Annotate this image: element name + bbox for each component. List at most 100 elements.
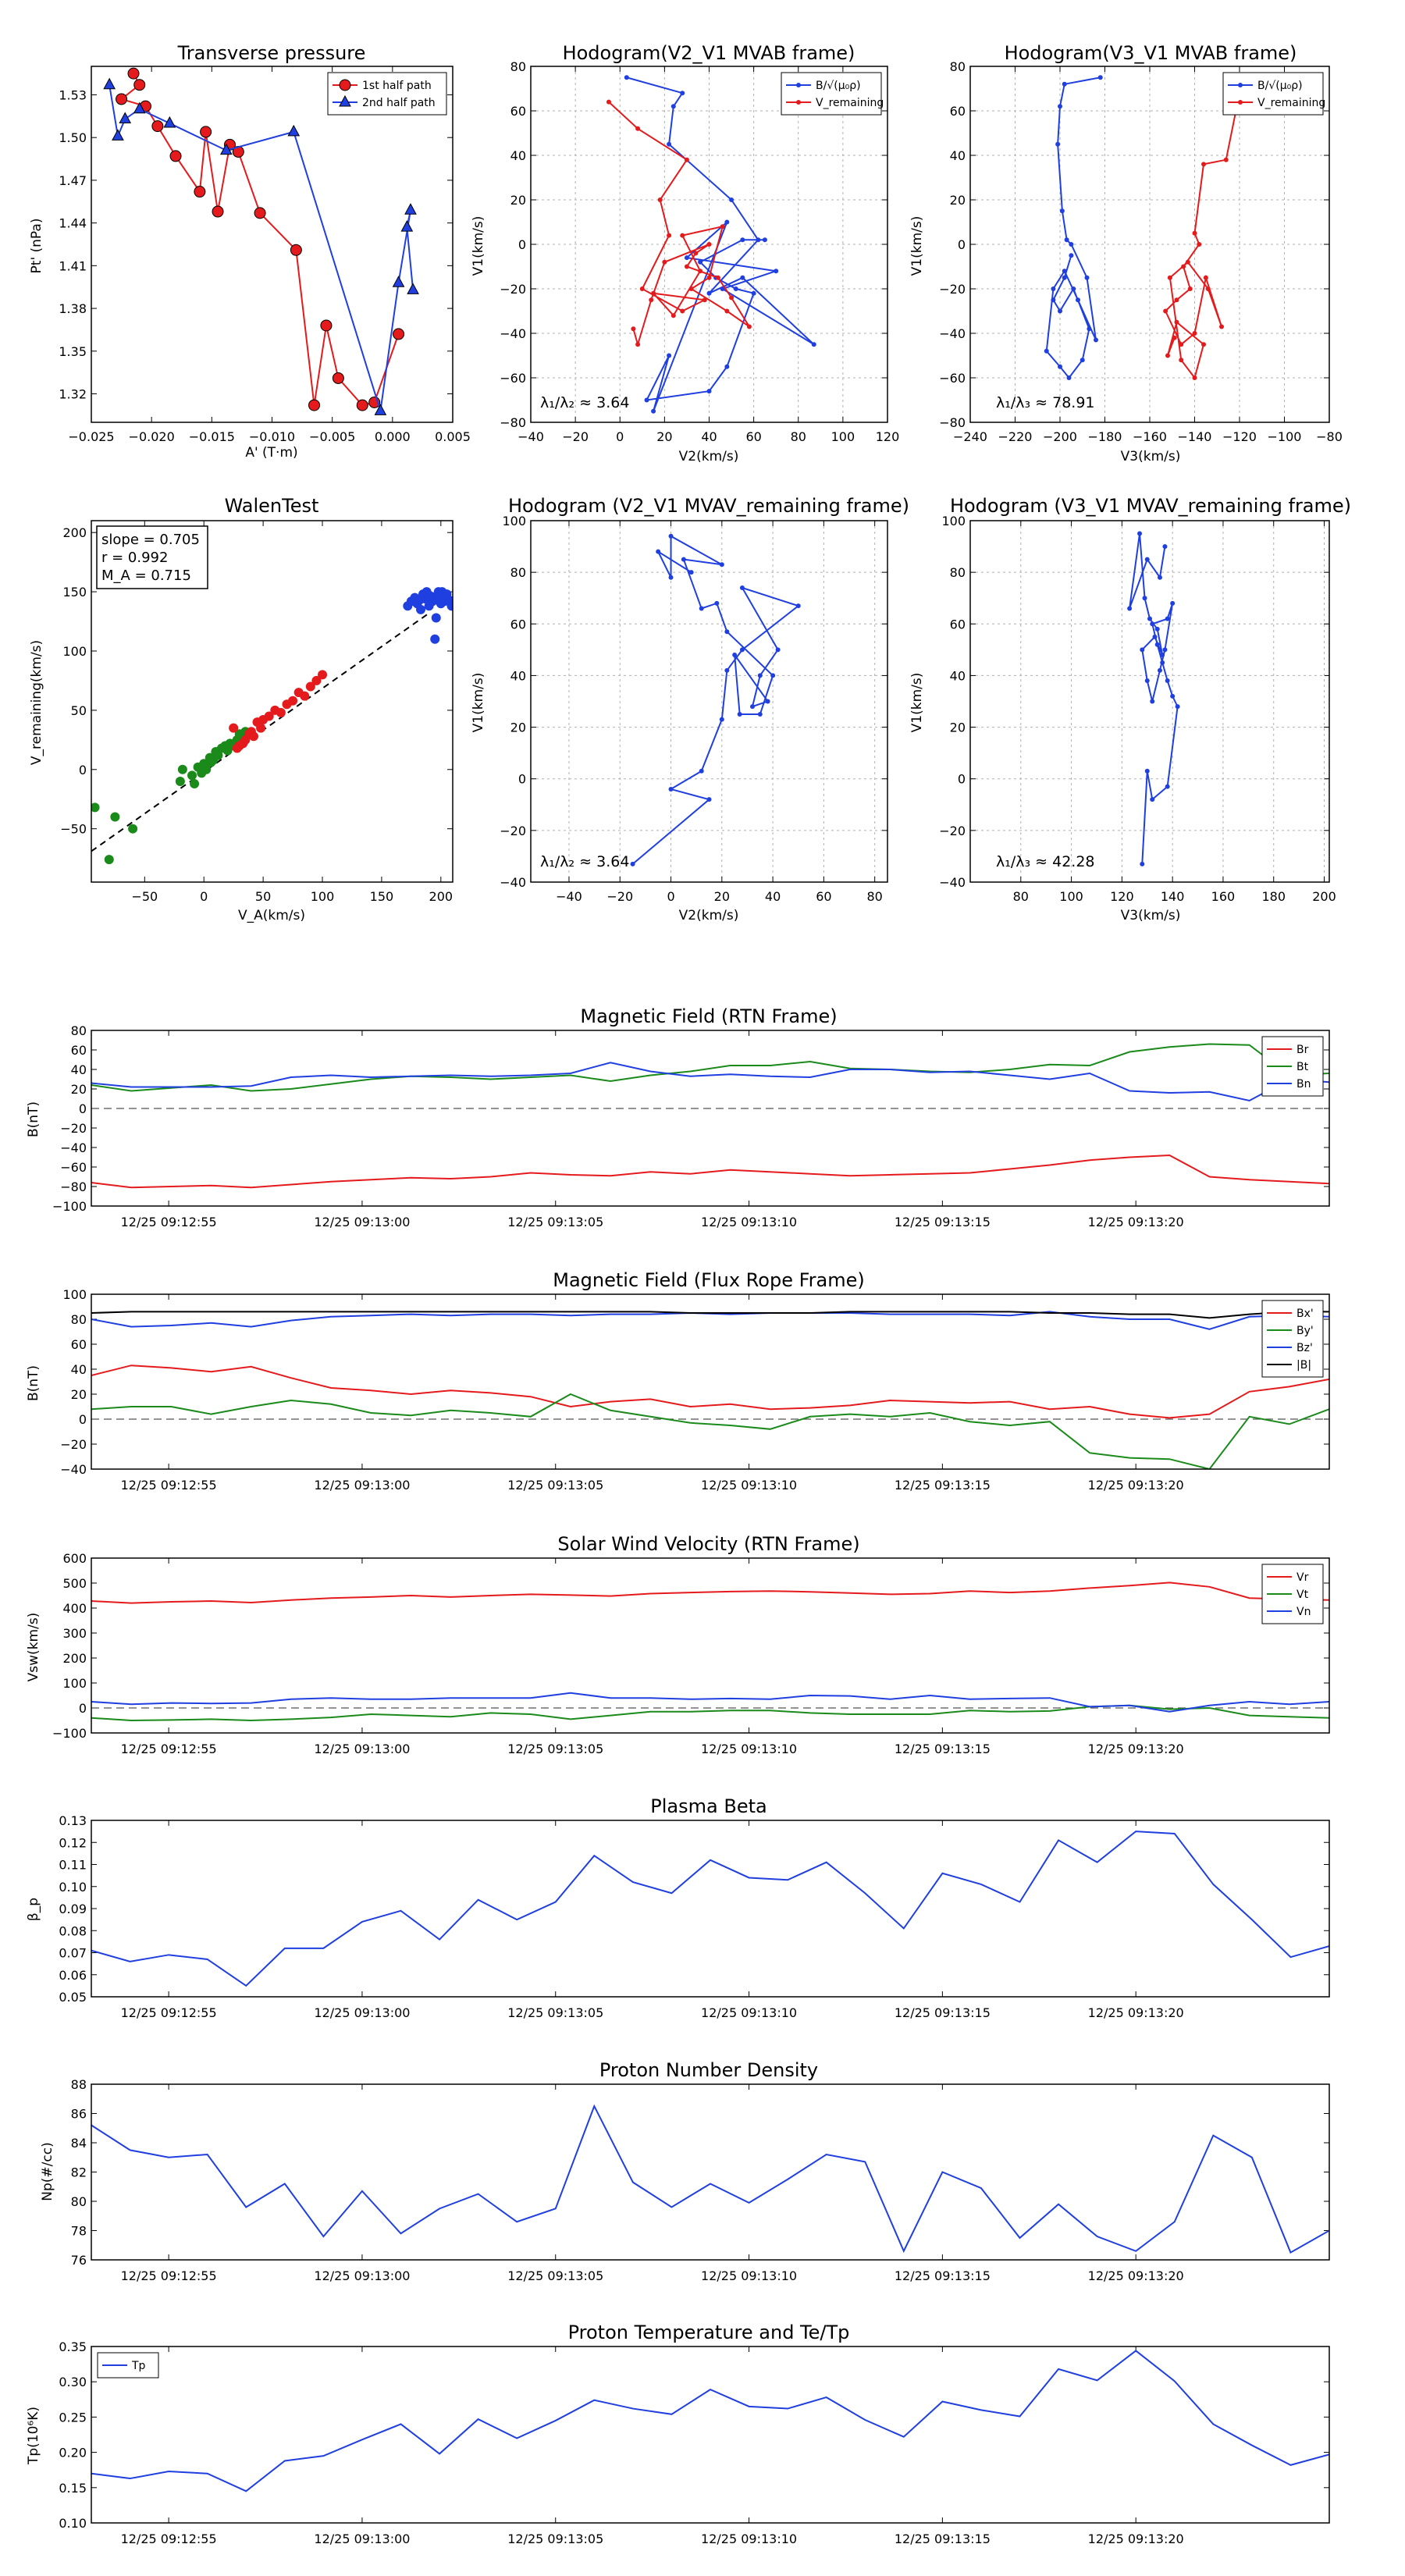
data-point — [1201, 342, 1206, 347]
scatter-point-green — [104, 855, 114, 865]
series-line-b------- — [626, 76, 815, 412]
data-point — [706, 242, 712, 247]
y-tick-label: 20 — [950, 193, 966, 208]
legend-label: 1st half path — [362, 80, 432, 92]
data-point — [631, 326, 636, 332]
slope-text: slope = 0.705 — [101, 532, 200, 548]
y-tick-label: 60 — [71, 1337, 87, 1352]
y-tick-label: −80 — [60, 1179, 87, 1194]
stats-box — [96, 525, 208, 589]
y-tick-label: 0 — [79, 1101, 87, 1116]
data-point — [1175, 704, 1180, 710]
data-point — [194, 186, 206, 198]
data-point — [732, 652, 738, 657]
data-point — [169, 150, 182, 162]
correlation-text: r = 0.992 — [101, 550, 168, 566]
data-point — [163, 116, 176, 128]
data-point — [756, 237, 761, 243]
scatter-point-red — [256, 723, 266, 733]
y-tick-label: 40 — [71, 1362, 87, 1377]
data-point — [739, 585, 745, 590]
data-point — [635, 342, 641, 347]
data-point — [737, 712, 742, 717]
data-point — [320, 319, 333, 332]
legend-label: |B| — [1297, 1359, 1311, 1372]
scatter-point-green — [206, 757, 216, 767]
y-tick-label: 100 — [62, 1676, 87, 1691]
y-tick-label: 82 — [71, 2165, 87, 2180]
y-tick-label: 0.10 — [59, 2516, 87, 2531]
eigenvalue-ratio-annotation: λ₁/λ₂ ≈ 3.64 — [540, 853, 629, 870]
y-tick-label: −40 — [500, 875, 526, 890]
data-point — [1062, 269, 1067, 274]
data-point — [1192, 375, 1197, 380]
y-tick-label: 0.30 — [59, 2375, 87, 2389]
data-point — [1192, 230, 1197, 236]
data-point — [649, 297, 654, 303]
y-tick-label: −20 — [60, 1121, 87, 1136]
data-point — [706, 275, 712, 280]
data-point — [1097, 75, 1103, 80]
data-point — [1160, 660, 1165, 665]
y-tick-label: 200 — [62, 1651, 87, 1666]
data-point — [657, 197, 663, 202]
data-point — [356, 399, 368, 411]
y-tick-label: 80 — [510, 565, 526, 580]
legend-marker — [1238, 100, 1243, 105]
legend-box — [97, 2352, 159, 2379]
data-point — [684, 264, 689, 269]
data-point — [670, 313, 676, 318]
x-tick-label: 12/25 09:13:10 — [701, 1215, 797, 1229]
x-tick-label: 150 — [370, 889, 394, 904]
scatter-point-green — [213, 750, 223, 760]
y-tick-label: 0.12 — [59, 1835, 87, 1850]
data-point — [1150, 699, 1155, 704]
plot-frame — [530, 66, 888, 423]
y-tick-label: 0 — [958, 237, 966, 252]
y-axis-label: Np(#/cc) — [40, 2142, 55, 2201]
data-point — [1142, 596, 1147, 601]
legend-box — [327, 72, 447, 116]
data-point — [688, 570, 694, 575]
chart-title: Magnetic Field (RTN Frame) — [580, 1005, 837, 1027]
y-tick-label: −40 — [500, 326, 526, 341]
x-tick-label: 12/25 09:12:55 — [121, 1742, 217, 1756]
scatter-point-green — [197, 768, 207, 778]
scatter-point-red — [248, 731, 258, 742]
y-tick-label: −40 — [60, 1462, 87, 1477]
x-tick-label: 140 — [1161, 889, 1185, 904]
x-tick-label: 12/25 09:13:20 — [1088, 1742, 1184, 1756]
y-tick-label: −20 — [939, 282, 966, 297]
legend-label: 2nd half path — [362, 97, 436, 109]
data-point — [1058, 364, 1062, 369]
series-line-hodogram — [631, 535, 800, 865]
y-tick-label: 80 — [950, 59, 966, 74]
x-tick-label: 12/25 09:13:15 — [895, 2005, 991, 2020]
data-point — [407, 283, 419, 294]
x-tick-label: 12/25 09:13:10 — [701, 1478, 797, 1493]
data-point — [308, 399, 321, 411]
scatter-point-red — [305, 681, 315, 692]
data-point — [699, 768, 704, 774]
data-point — [1160, 652, 1165, 657]
plot-area-proton-density: 76 78 80 82 84 86 88 12/25 09:12:55 12/25 09:13:… — [71, 2077, 1330, 2283]
plot-frame — [91, 66, 454, 423]
data-point — [1058, 104, 1062, 109]
x-tick-label: −50 — [131, 889, 158, 904]
data-point — [1062, 81, 1067, 87]
y-tick-label: 60 — [71, 1043, 87, 1058]
y-tick-label: 0.09 — [59, 1902, 87, 1916]
x-tick-label: 100 — [1059, 889, 1083, 904]
data-point — [656, 549, 661, 554]
x-tick-label: −40 — [518, 429, 544, 444]
series-line-bx- — [91, 1364, 1329, 1419]
data-point — [715, 275, 720, 280]
panel-transverse-pressure: Transverse pressure 1.32 1.35 1.38 1.41 1.44… — [29, 42, 471, 461]
y-axis-label: V_remaining(km/s) — [29, 640, 44, 765]
data-point — [1055, 141, 1061, 147]
legend-box — [1261, 1300, 1324, 1378]
x-tick-label: 40 — [765, 889, 781, 904]
scatter-point-green — [110, 812, 120, 822]
